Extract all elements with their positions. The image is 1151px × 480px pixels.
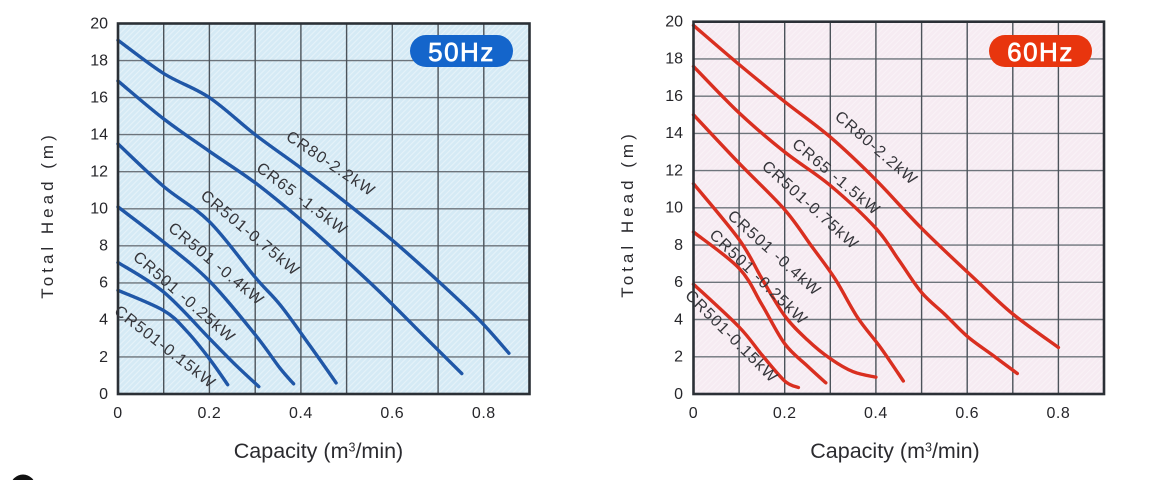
svg-text:14: 14 — [665, 125, 683, 142]
svg-text:50Hz: 50Hz — [428, 37, 495, 67]
svg-text:20: 20 — [665, 14, 683, 31]
svg-text:8: 8 — [674, 237, 683, 254]
svg-text:0: 0 — [674, 386, 683, 403]
svg-text:Total Head (m): Total Head (m) — [38, 131, 57, 298]
svg-text:Capacity (m3/min): Capacity (m3/min) — [810, 439, 979, 463]
svg-text:18: 18 — [90, 52, 108, 69]
svg-text:0.4: 0.4 — [289, 405, 313, 422]
svg-text:12: 12 — [665, 162, 683, 179]
svg-text:0.6: 0.6 — [380, 405, 404, 422]
svg-text:4: 4 — [674, 311, 683, 328]
svg-text:16: 16 — [90, 89, 108, 106]
svg-text:10: 10 — [665, 200, 683, 217]
svg-text:Capacity (m3/min): Capacity (m3/min) — [234, 439, 403, 463]
svg-text:18: 18 — [665, 51, 683, 68]
svg-text:8: 8 — [99, 238, 108, 255]
svg-text:0.2: 0.2 — [198, 405, 222, 422]
svg-text:0: 0 — [99, 386, 108, 403]
svg-text:60Hz: 60Hz — [1007, 37, 1074, 67]
svg-text:10: 10 — [90, 201, 108, 218]
svg-text:0.8: 0.8 — [1047, 405, 1071, 422]
svg-text:16: 16 — [665, 88, 683, 105]
svg-text:0.4: 0.4 — [864, 405, 888, 422]
svg-text:6: 6 — [674, 274, 683, 291]
svg-text:4: 4 — [99, 312, 108, 329]
svg-text:14: 14 — [90, 127, 108, 144]
svg-text:0.2: 0.2 — [773, 405, 797, 422]
svg-text:12: 12 — [90, 164, 108, 181]
svg-text:2: 2 — [674, 349, 683, 366]
svg-text:0.8: 0.8 — [472, 405, 496, 422]
svg-text:0.6: 0.6 — [955, 405, 979, 422]
svg-text:2: 2 — [99, 349, 108, 366]
svg-text:Total Head (m): Total Head (m) — [618, 130, 637, 297]
svg-text:0: 0 — [689, 405, 698, 422]
svg-text:0: 0 — [113, 405, 122, 422]
svg-text:6: 6 — [99, 275, 108, 292]
svg-text:20: 20 — [90, 15, 108, 32]
